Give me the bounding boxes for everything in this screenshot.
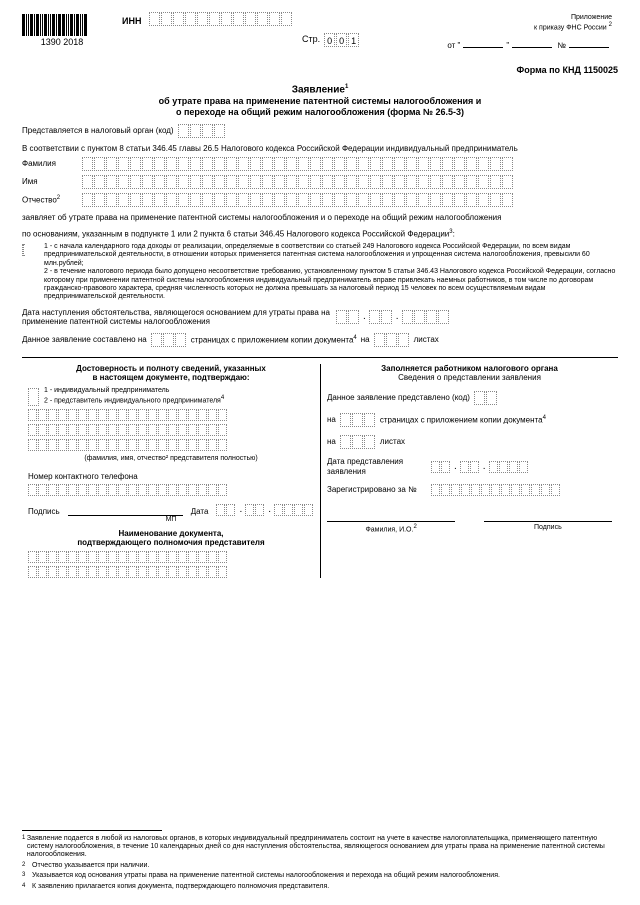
represents-row: Представляется в налоговый орган (код) xyxy=(22,124,618,138)
right-date-row: Дата представления заявления . . xyxy=(327,457,612,476)
phone-cells[interactable] xyxy=(28,484,314,496)
footnotes: 1Заявление подается в любой из налоговых… xyxy=(22,830,618,891)
phone-label: Номер контактного телефона xyxy=(28,472,314,482)
declares-text: заявляет об утрате права на применение п… xyxy=(22,213,618,223)
right-column: Заполняется работником налогового органа… xyxy=(320,364,618,578)
rep-name-cells-2[interactable] xyxy=(28,424,314,436)
name-label: Имя xyxy=(22,177,82,187)
inn-label: ИНН xyxy=(122,16,141,27)
right-reg-label: Зарегистрировано за № xyxy=(327,485,427,495)
date-label: Дата xyxy=(191,507,209,517)
right-reg-row: Зарегистрировано за № xyxy=(327,484,612,496)
header-note: Приложение к приказу ФНС России 2 xyxy=(492,14,612,33)
footnote-4: К заявлению прилагается копия документа,… xyxy=(32,883,329,891)
surname-row: Фамилия xyxy=(22,157,618,171)
rep-name-cells-3[interactable] xyxy=(28,439,314,451)
left-head1: Достоверность и полноту сведений, указан… xyxy=(28,364,314,374)
doc-name2: подтверждающего полномочия представителя xyxy=(28,538,314,548)
basis-intro: по основаниям, указанным в подпункте 1 и… xyxy=(22,229,618,239)
barcode: 1390 2018 xyxy=(22,14,102,48)
pages-row: Данное заявление составлено на страницах… xyxy=(22,333,618,347)
right-sheets-row: на листах xyxy=(327,435,612,449)
sheets-count-cells[interactable] xyxy=(374,333,410,347)
rep-type-row: 1 - индивидуальный предприниматель 2 - п… xyxy=(28,387,314,406)
left-column: Достоверность и полноту сведений, указан… xyxy=(22,364,320,578)
surname-cells[interactable] xyxy=(82,157,514,171)
right-sign-row: Фамилия, И.О.2 Подпись xyxy=(327,510,612,535)
pages-count-cells[interactable] xyxy=(151,333,187,347)
sign-line[interactable] xyxy=(68,506,183,516)
date-notice-row: Дата наступления обстоятельства, являюще… xyxy=(22,308,618,327)
date-notice-text: Дата наступления обстоятельства, являюще… xyxy=(22,308,332,327)
surname-label: Фамилия xyxy=(22,159,82,169)
right-fio-caption: Фамилия, И.О.2 xyxy=(327,524,455,535)
right-presented-cells[interactable] xyxy=(474,391,498,405)
right-head2: Сведения о представлении заявления xyxy=(327,373,612,383)
name-cells[interactable] xyxy=(82,175,514,189)
basis-code-box[interactable] xyxy=(22,243,40,257)
pages-on: на xyxy=(361,335,370,345)
footnote-divider xyxy=(22,830,162,831)
fio-caption: (фамилия, имя, отчество² представителя п… xyxy=(28,455,314,463)
loss-date[interactable]: . . xyxy=(336,310,450,324)
rep-type-cell[interactable] xyxy=(28,388,40,406)
form-code: Форма по КНД 1150025 xyxy=(22,65,618,76)
represents-label: Представляется в налоговый орган (код) xyxy=(22,126,174,136)
barcode-lines xyxy=(22,14,102,36)
str-cells: 001 xyxy=(324,33,360,47)
inn-cells[interactable] xyxy=(149,12,293,26)
patronymic-cells[interactable] xyxy=(82,193,514,207)
right-presented-row: Данное заявление представлено (код) xyxy=(327,391,612,405)
header-note-sup: 2 xyxy=(609,22,612,28)
header-note-text: Приложение к приказу ФНС России xyxy=(534,14,612,32)
rep-name-cells-1[interactable] xyxy=(28,409,314,421)
right-head1: Заполняется работником налогового органа xyxy=(327,364,612,374)
left-head2: в настоящем документе, подтверждаю: xyxy=(28,373,314,383)
title-line3: о переходе на общий режим налогообложени… xyxy=(22,107,618,118)
two-column-section: Достоверность и полноту сведений, указан… xyxy=(22,364,618,578)
right-sheets-cells[interactable] xyxy=(340,435,376,449)
right-pages-row: на страницах с приложением копии докумен… xyxy=(327,413,612,427)
doc-name1: Наименование документа, xyxy=(28,529,314,539)
accordance-text: В соответствии с пунктом 8 статьи 346.45… xyxy=(22,144,618,154)
title-line1: Заявление xyxy=(292,84,345,95)
footnote-3: Указывается код основания утраты права н… xyxy=(32,872,500,880)
sign-date-row: Подпись Дата . . xyxy=(28,504,314,516)
basis-text: 1 - с начала календарного года доходы от… xyxy=(44,243,618,302)
right-presented-label: Данное заявление представлено (код) xyxy=(327,393,470,403)
right-sign-line[interactable] xyxy=(484,510,612,522)
footnote-2: Отчество указывается при наличии. xyxy=(32,862,149,870)
basis-row: 1 - с начала календарного года доходы от… xyxy=(22,243,618,302)
right-fio-line[interactable] xyxy=(327,510,455,522)
section-divider xyxy=(22,357,618,358)
patronymic-label: Отчество2 xyxy=(22,195,82,205)
right-reg-cells[interactable] xyxy=(431,484,561,496)
title: Заявление1 xyxy=(22,84,618,96)
name-row: Имя xyxy=(22,175,618,189)
ot-label: от xyxy=(447,41,455,50)
mp-label: МП xyxy=(28,516,314,524)
pages-mid: страницах с приложением копии документа4 xyxy=(191,335,357,345)
barcode-text: 1390 2018 xyxy=(22,37,102,48)
pages-label-1: Данное заявление составлено на xyxy=(22,335,147,345)
title-line2: об утрате права на применение патентной … xyxy=(22,96,618,107)
represents-cells[interactable] xyxy=(178,124,226,138)
right-date-label: Дата представления заявления xyxy=(327,457,427,476)
rep-options: 1 - индивидуальный предприниматель 2 - п… xyxy=(44,387,224,406)
doc-cells-2[interactable] xyxy=(28,566,314,578)
sheets-label: листах xyxy=(414,335,439,345)
footnote-1: Заявление подается в любой из налоговых … xyxy=(27,835,618,860)
order-ref-row: от "" № xyxy=(447,38,612,51)
patronymic-row: Отчество2 xyxy=(22,193,618,207)
right-date-cells[interactable]: . . xyxy=(431,461,529,473)
str-label: Стр. xyxy=(302,34,320,45)
right-sign-caption: Подпись xyxy=(484,524,612,532)
sign-label: Подпись xyxy=(28,507,60,517)
num-label: № xyxy=(557,41,566,50)
sign-date-cells[interactable]: . . xyxy=(216,504,314,516)
doc-cells-1[interactable] xyxy=(28,551,314,563)
right-pages-cells[interactable] xyxy=(340,413,376,427)
